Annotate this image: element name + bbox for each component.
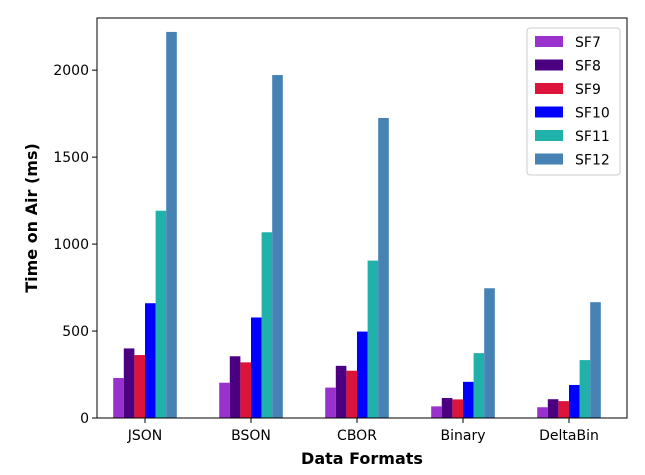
bars-group bbox=[113, 31, 601, 418]
y-tick-label: 2000 bbox=[53, 63, 89, 79]
x-axis-title: Data Formats bbox=[301, 449, 423, 468]
legend-label-sf7: SF7 bbox=[575, 35, 601, 51]
bar-sf10-json bbox=[145, 303, 156, 418]
legend-label-sf12: SF12 bbox=[575, 153, 610, 169]
plot-frame bbox=[96, 17, 628, 419]
bar-sf9-json bbox=[134, 355, 145, 418]
bar-sf9-bson bbox=[240, 362, 251, 418]
bar-sf7-json bbox=[113, 378, 124, 418]
legend-swatch-sf12 bbox=[535, 153, 563, 165]
bar-sf12-bson bbox=[272, 75, 283, 418]
x-axis: JSON BSON CBOR Binary DeltaBin bbox=[127, 418, 599, 444]
bar-sf8-json bbox=[123, 348, 135, 418]
legend-swatch-sf9 bbox=[535, 83, 563, 94]
legend-label-sf8: SF8 bbox=[575, 59, 601, 75]
y-tick-label: 0 bbox=[80, 411, 89, 427]
bar-sf12-binary bbox=[484, 288, 495, 418]
bar-sf9-cbor bbox=[346, 370, 357, 418]
y-tick-label: 1500 bbox=[53, 150, 89, 166]
bar-sf11-json bbox=[155, 210, 167, 418]
legend-label-sf11: SF11 bbox=[575, 129, 610, 145]
bar-sf11-bson bbox=[261, 232, 273, 418]
x-tick-label-deltabin: DeltaBin bbox=[539, 428, 599, 444]
x-tick-label-bson: BSON bbox=[231, 428, 271, 444]
legend-swatch-sf11 bbox=[535, 130, 563, 141]
bar-sf8-bson bbox=[229, 356, 241, 418]
bar-sf12-cbor bbox=[378, 118, 389, 418]
bar-sf10-deltabin bbox=[569, 384, 580, 418]
x-tick-label-json: JSON bbox=[127, 428, 163, 444]
legend-swatch-sf8 bbox=[535, 59, 563, 71]
y-tick-label: 1000 bbox=[53, 237, 89, 253]
bar-sf7-binary bbox=[431, 406, 442, 418]
bar-sf11-binary bbox=[473, 353, 485, 418]
bar-sf8-cbor bbox=[335, 365, 347, 418]
bar-sf10-bson bbox=[251, 317, 262, 418]
y-axis-title: Time on Air (ms) bbox=[22, 143, 41, 293]
bar-sf7-bson bbox=[219, 382, 230, 418]
bar-sf12-deltabin bbox=[590, 302, 601, 418]
bar-sf8-binary bbox=[441, 398, 453, 418]
bar-sf9-deltabin bbox=[558, 401, 569, 418]
legend-label-sf9: SF9 bbox=[575, 82, 601, 98]
bar-sf8-deltabin bbox=[547, 399, 559, 418]
x-tick-label-cbor: CBOR bbox=[337, 428, 377, 444]
legend-swatch-sf10 bbox=[535, 106, 563, 118]
legend-swatch-sf7 bbox=[535, 36, 563, 47]
y-axis: 0 500 1000 1500 2000 bbox=[53, 63, 97, 427]
bar-sf11-cbor bbox=[367, 260, 379, 418]
bar-sf12-json bbox=[166, 31, 177, 418]
bar-sf10-binary bbox=[463, 381, 474, 418]
legend-label-sf10: SF10 bbox=[575, 106, 610, 122]
bar-sf7-cbor bbox=[325, 387, 336, 418]
bar-sf9-binary bbox=[452, 399, 463, 418]
x-tick-label-binary: Binary bbox=[441, 428, 486, 444]
bar-sf11-deltabin bbox=[579, 360, 591, 418]
bar-sf10-cbor bbox=[357, 331, 368, 418]
legend: SF7 SF8 SF9 SF10 SF11 SF12 bbox=[526, 27, 621, 176]
y-tick-label: 500 bbox=[62, 324, 89, 340]
bar-sf7-deltabin bbox=[537, 407, 548, 418]
